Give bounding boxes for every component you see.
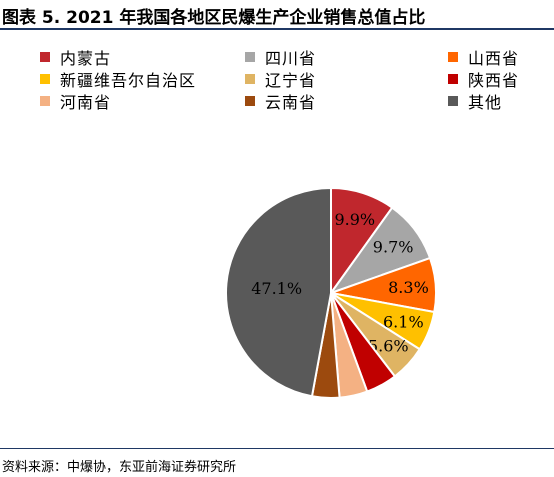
title-bar: 图表 5. 2021 年我国各地区民爆生产企业销售总值占比 xyxy=(0,0,554,30)
legend-swatch xyxy=(40,96,50,106)
legend-label: 河南省 xyxy=(60,93,112,112)
slice-label: 9.7% xyxy=(373,237,414,256)
legend-item: 其他 xyxy=(448,90,502,112)
legend-label: 其他 xyxy=(468,93,503,112)
legend-item: 云南省 xyxy=(245,90,316,112)
legend-label: 辽宁省 xyxy=(265,71,317,90)
pie-slice xyxy=(225,187,332,398)
legend-item: 新疆维吾尔自治区 xyxy=(40,68,196,90)
chart-legend: 内蒙古 四川省 山西省 新疆维吾尔自治区 辽宁省 陕西省 河南省 云南省 其他 xyxy=(0,34,554,124)
legend-item: 内蒙古 xyxy=(40,46,111,68)
legend-item: 辽宁省 xyxy=(245,68,316,90)
legend-item: 山西省 xyxy=(448,46,519,68)
legend-label: 陕西省 xyxy=(468,71,520,90)
slice-label: 5.6% xyxy=(368,336,409,355)
slice-label: 6.1% xyxy=(383,312,424,331)
legend-label: 新疆维吾尔自治区 xyxy=(60,71,197,90)
slice-label: 8.3% xyxy=(388,278,429,297)
legend-swatch xyxy=(40,74,50,84)
legend-swatch xyxy=(448,52,458,62)
pie-chart: 9.9% 9.7% 8.3% 6.1% 5.6% 47.1% xyxy=(225,187,437,399)
legend-swatch xyxy=(448,74,458,84)
slice-label: 47.1% xyxy=(251,279,302,298)
chart-title: 图表 5. 2021 年我国各地区民爆生产企业销售总值占比 xyxy=(2,8,426,28)
legend-swatch xyxy=(245,96,255,106)
legend-swatch xyxy=(40,52,50,62)
legend-item: 陕西省 xyxy=(448,68,519,90)
legend-item: 河南省 xyxy=(40,90,111,112)
legend-swatch xyxy=(245,74,255,84)
legend-label: 云南省 xyxy=(265,93,317,112)
source-bar: 资料来源：中爆协，东亚前海证券研究所 xyxy=(0,448,554,477)
legend-label: 山西省 xyxy=(468,49,520,68)
legend-swatch xyxy=(448,96,458,106)
legend-item: 四川省 xyxy=(245,46,316,68)
source-note: 资料来源：中爆协，东亚前海证券研究所 xyxy=(2,460,237,475)
slice-label: 9.9% xyxy=(334,210,375,229)
legend-label: 内蒙古 xyxy=(60,49,112,68)
legend-label: 四川省 xyxy=(265,49,317,68)
legend-swatch xyxy=(245,52,255,62)
